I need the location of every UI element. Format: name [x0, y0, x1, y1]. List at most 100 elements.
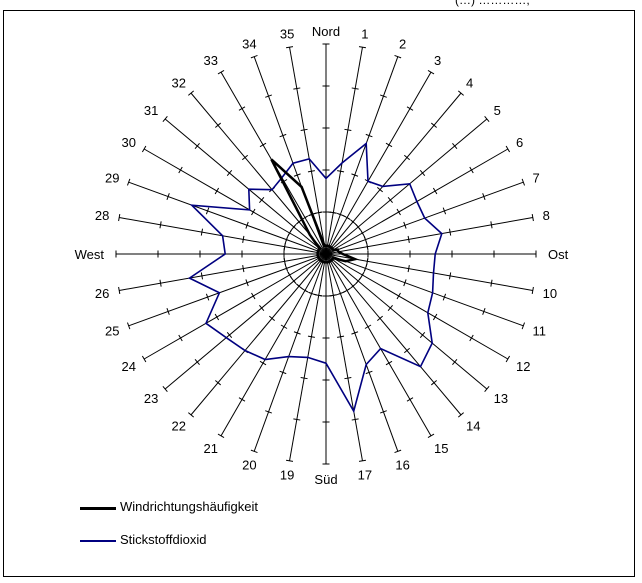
axis-tick — [403, 279, 407, 287]
axis-tick — [366, 257, 369, 265]
axis-spoke — [143, 253, 327, 360]
axis-spoke — [325, 118, 488, 255]
axis-tick — [521, 178, 526, 186]
direction-label: 16 — [395, 457, 409, 472]
axis-tick — [343, 215, 351, 220]
axis-tick — [284, 264, 289, 272]
axis-tick — [394, 449, 402, 454]
axis-tick — [351, 331, 359, 335]
axis-tick — [482, 193, 486, 201]
axis-spoke — [325, 253, 432, 437]
axis-tick — [242, 235, 245, 243]
axis-tick — [407, 235, 410, 243]
axis-tick — [308, 291, 316, 296]
axis-tick — [250, 54, 258, 59]
axis-tick — [141, 355, 147, 363]
axis-spoke — [325, 92, 462, 255]
axis-tick — [403, 154, 410, 161]
direction-label: West — [75, 247, 105, 262]
axis-tick — [457, 412, 464, 418]
axis-tick — [531, 214, 534, 222]
direction-label: 24 — [122, 359, 136, 374]
axis-spoke — [190, 253, 327, 416]
axis-tick — [217, 69, 225, 75]
axis-spoke — [325, 253, 488, 390]
axis-tick — [226, 170, 233, 177]
axis-spoke — [325, 56, 399, 255]
axis-tick — [315, 211, 323, 214]
axis-spoke — [325, 71, 432, 255]
direction-label: 14 — [466, 419, 480, 434]
axis-tick — [403, 221, 407, 229]
axis-spoke — [253, 253, 327, 452]
direction-label: 10 — [543, 286, 557, 301]
axis-tick — [293, 173, 301, 177]
axis-tick — [490, 221, 493, 229]
axis-tick — [300, 376, 308, 380]
axis-tick — [344, 128, 352, 132]
axis-tick — [259, 304, 265, 311]
axis-tick — [214, 187, 220, 195]
legend-swatch-wind — [80, 507, 116, 510]
axis-tick — [337, 170, 345, 173]
axis-tick — [287, 229, 292, 237]
direction-label: 6 — [516, 135, 523, 150]
axis-tick — [442, 207, 447, 215]
axis-spoke — [220, 253, 327, 437]
direction-label: 25 — [105, 324, 119, 339]
axis-tick — [419, 331, 426, 338]
axis-tick — [215, 122, 222, 128]
axis-tick — [301, 288, 309, 293]
axis-tick — [251, 292, 256, 300]
direction-label: 20 — [242, 457, 256, 472]
direction-label: 34 — [242, 37, 256, 52]
axis-tick — [126, 322, 131, 330]
axis-tick — [484, 385, 490, 392]
axis-tick — [336, 291, 344, 296]
axis-tick — [178, 334, 183, 342]
axis-tick — [403, 347, 410, 354]
direction-label: Süd — [314, 472, 337, 487]
axis-tick — [490, 279, 493, 287]
axis-tick — [217, 433, 225, 439]
direction-label: 21 — [204, 441, 218, 456]
axis-tick — [162, 385, 168, 392]
axis-spoke — [119, 253, 327, 291]
axis-tick — [432, 313, 438, 321]
direction-label: 4 — [466, 75, 473, 90]
axis-tick — [365, 370, 373, 375]
axis-tick — [360, 229, 365, 237]
axis-tick — [531, 286, 534, 294]
axis-tick — [364, 324, 372, 329]
series-windrichtungshaeufigkeit — [270, 158, 360, 264]
axis-tick — [484, 116, 490, 123]
axis-spoke — [325, 253, 363, 461]
axis-tick — [360, 271, 365, 279]
axis-tick — [365, 133, 373, 138]
axis-tick — [242, 265, 245, 273]
axis-tick — [385, 360, 393, 366]
direction-label: Ost — [548, 247, 569, 262]
axis-tick — [387, 304, 393, 311]
axis-tick — [178, 166, 183, 174]
axis-tick — [427, 433, 435, 439]
axis-spoke — [190, 92, 327, 255]
axis-tick — [432, 187, 438, 195]
axis-tick — [349, 219, 356, 225]
legend-label-wind: Windrichtungshäufigkeit — [120, 499, 259, 514]
axis-tick — [291, 224, 297, 231]
axis-tick — [448, 228, 452, 236]
axis-tick — [349, 283, 356, 289]
axis-tick — [118, 286, 121, 294]
direction-label: 32 — [172, 75, 186, 90]
axis-tick — [194, 143, 200, 150]
axis-tick — [215, 380, 222, 386]
axis-tick — [188, 412, 195, 418]
axis-tick — [293, 87, 301, 90]
axis-spoke — [128, 181, 327, 255]
axis-tick — [336, 212, 344, 217]
direction-label: 3 — [434, 53, 441, 68]
axis-tick — [284, 236, 289, 244]
axis-tick — [226, 331, 233, 338]
